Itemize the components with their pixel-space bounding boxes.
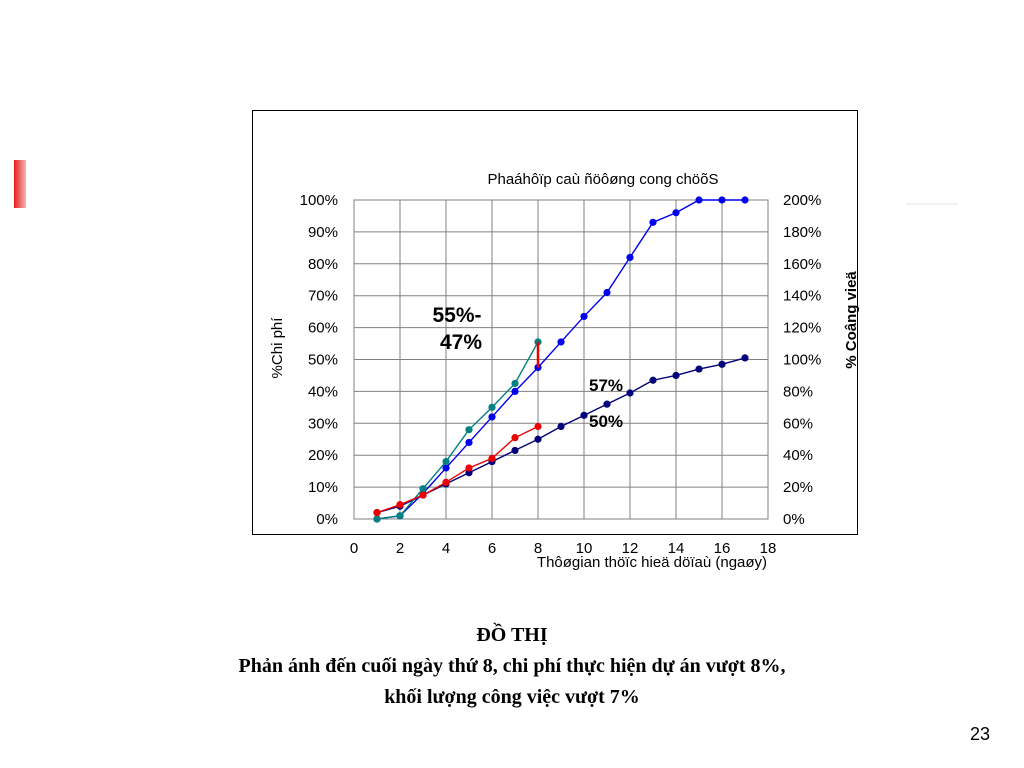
series-point-1 [557,338,565,346]
chart-title: Phaáhôïp caù ñöôøng cong chöõS [487,171,718,188]
x-tick-label: 0 [350,540,358,557]
series-point-2 [649,376,657,384]
series-point-1 [741,196,749,204]
series-point-3 [419,485,427,493]
x-tick-label: 8 [534,540,542,557]
y-tick-label-left: 70% [308,288,338,305]
series-point-4 [396,501,404,509]
series-point-2 [695,365,703,373]
y-tick-label-left: 0% [316,511,338,528]
series-point-4 [419,491,427,499]
series-point-4 [442,478,450,486]
x-tick-label: 10 [576,540,593,557]
series-point-1 [626,253,634,262]
y-tick-label-left: 80% [308,256,338,273]
series-point-3 [488,403,496,411]
series-point-4 [534,422,542,431]
y-tick-label-right: 200% [783,192,821,209]
chart-frame [252,110,858,535]
series-point-1 [511,387,519,395]
series-layer [373,196,749,523]
annotation-57: 57% [589,376,623,395]
accent-bar [14,160,26,208]
y-tick-label-left: 100% [300,192,338,209]
y-tick-label-right: 160% [783,256,821,273]
caption-title: ĐỒ THỊ [476,624,548,646]
annotation-50: 50% [589,412,623,431]
x-tick-label: 14 [668,540,685,557]
series-point-1 [718,196,726,204]
x-tick-label: 4 [442,540,450,557]
y-tick-label-right: 20% [783,479,813,496]
series-point-4 [373,509,381,517]
series-point-2 [718,360,726,368]
y-tick-label-right: 0% [783,511,805,528]
series-point-3 [442,457,450,466]
y-axis-label-left: %Chi phí [269,317,286,379]
series-point-1 [580,312,588,321]
y-tick-label-right: 60% [783,415,813,432]
y-tick-label-right: 140% [783,288,821,305]
series-point-3 [511,379,519,388]
series-point-1 [442,464,450,472]
series-point-1 [465,438,473,447]
caption-line-2: khối lượng công việc vượt 7% [384,686,640,708]
series-point-2 [672,371,680,380]
series-point-1 [603,288,611,297]
decorative-line [906,203,958,205]
annotation-55-47-line2: 47% [440,331,482,354]
series-point-1 [649,218,657,226]
series-point-4 [465,464,473,472]
y-tick-label-right: 100% [783,352,821,369]
y-tick-label-right: 40% [783,447,813,464]
x-tick-label: 12 [622,540,639,557]
series-point-2 [580,411,588,419]
series-point-2 [534,435,542,443]
series-point-1 [672,209,680,217]
y-tick-label-left: 60% [308,320,338,337]
y-tick-label-left: 50% [308,352,338,369]
y-axis-label-right: % Coâng vieä [843,271,860,369]
y-tick-label-right: 180% [783,224,821,241]
y-tick-label-left: 90% [308,224,338,241]
tick-labels: 0 2 4 6 8 10 12 14 16 180%10%20%30%40%50%60%70%80… [300,192,822,557]
x-tick-label: 16 [714,540,731,557]
annotation-55-47-line1: 55%- [432,304,481,327]
series-point-2 [557,422,565,431]
series-point-1 [695,196,703,204]
y-tick-label-right: 120% [783,320,821,337]
page-number: 23 [969,724,990,744]
y-tick-label-left: 10% [308,479,338,496]
series-point-3 [396,512,404,520]
caption-line-1: Phản ánh đến cuối ngày thứ 8, chi phí th… [238,655,786,677]
series-point-1 [488,413,496,421]
plot-border [353,199,769,520]
series-point-2 [626,389,634,397]
series-point-2 [603,400,611,408]
x-tick-label: 2 [396,540,404,557]
series-line-4 [376,425,539,514]
series-point-2 [511,446,519,455]
series-point-3 [373,515,381,523]
series-line-3 [376,341,539,520]
x-tick-label: 6 [488,540,496,557]
x-tick-label: 18 [760,540,777,557]
y-tick-label-left: 40% [308,383,338,400]
y-tick-label-left: 30% [308,415,338,432]
series-point-2 [741,354,749,362]
series-point-4 [511,434,519,442]
x-axis-label: Thôøgian thöïc hieä döïaù (ngaøy) [537,554,767,571]
y-tick-label-left: 20% [308,447,338,464]
y-tick-label-right: 80% [783,383,813,400]
series-point-4 [488,454,496,462]
series-point-3 [465,426,473,434]
grid-lines [353,199,769,520]
